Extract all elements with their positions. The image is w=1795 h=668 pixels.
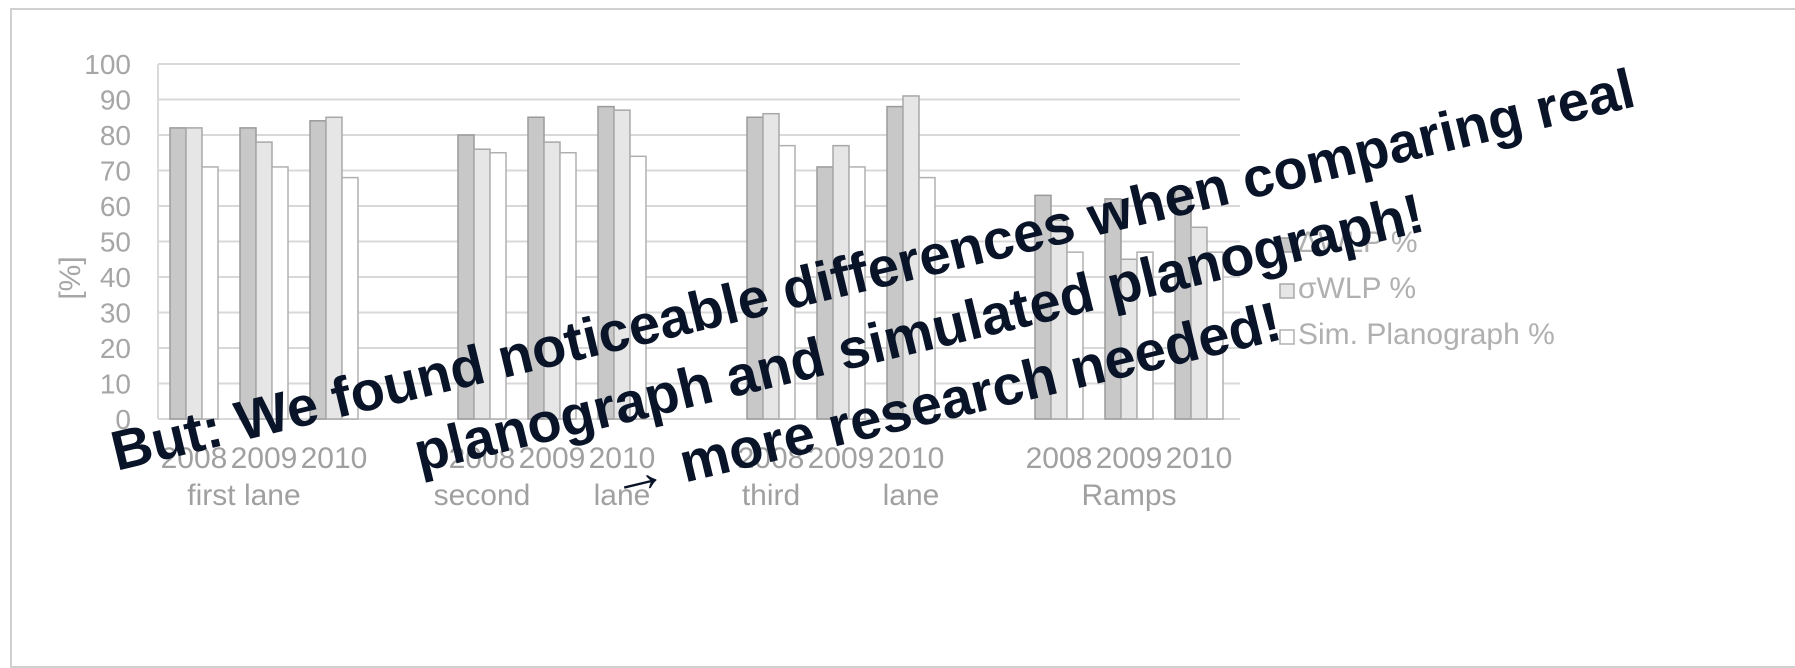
- y-tick-label: 0: [115, 404, 131, 435]
- x-tick-label: 2010: [1166, 442, 1233, 475]
- x-group-label: third: [742, 479, 800, 512]
- legend-label: ΔWLP %: [1298, 226, 1418, 259]
- bar: [341, 176, 359, 420]
- bar: [489, 152, 507, 420]
- x-tick-label: 2008: [161, 442, 228, 475]
- bar: [918, 176, 936, 420]
- x-group-label: lane: [594, 479, 651, 512]
- y-axis-ticks: 0 10 20 30 40 50 60 70 80 90 100: [84, 49, 131, 435]
- x-tick-label: 2009: [519, 442, 586, 475]
- bar: [597, 105, 615, 420]
- bar: [848, 166, 866, 420]
- bar: [1066, 251, 1084, 420]
- y-axis-label: [%]: [54, 256, 87, 299]
- bar: [1136, 251, 1154, 420]
- y-tick-label: 50: [100, 227, 131, 258]
- legend-swatch: [1279, 283, 1295, 299]
- x-tick-label: 2009: [231, 442, 298, 475]
- bars: [169, 95, 1224, 420]
- x-group-label: first lane: [187, 479, 300, 512]
- bar: [559, 152, 577, 420]
- y-tick-label: 10: [100, 369, 131, 400]
- x-tick-label: 2010: [589, 442, 656, 475]
- bar: [1206, 251, 1224, 420]
- bar: [169, 127, 187, 420]
- bar: [255, 141, 273, 420]
- bar: [201, 166, 219, 420]
- legend-label: σWLP %: [1298, 272, 1416, 305]
- x-tick-label: 2009: [1096, 442, 1163, 475]
- y-tick-label: 40: [100, 262, 131, 293]
- x-tick-label: 2008: [1026, 442, 1093, 475]
- bar: [271, 166, 289, 420]
- y-tick-label: 20: [100, 333, 131, 364]
- x-group-label: second: [434, 479, 531, 512]
- legend: ΔWLP % σWLP % Sim. Planograph %: [1279, 226, 1555, 351]
- bar: [185, 127, 203, 420]
- x-tick-label: 2010: [301, 442, 368, 475]
- x-tick-label: 2008: [449, 442, 516, 475]
- y-tick-label: 100: [84, 49, 131, 80]
- x-group-label: Ramps: [1081, 479, 1176, 512]
- bar: [778, 144, 796, 420]
- legend-swatch: [1279, 237, 1295, 253]
- y-tick-label: 70: [100, 156, 131, 187]
- y-tick-label: 60: [100, 191, 131, 222]
- bar: [629, 155, 647, 420]
- y-tick-label: 80: [100, 120, 131, 151]
- legend-label: Sim. Planograph %: [1298, 318, 1555, 351]
- x-tick-label: 2010: [878, 442, 945, 475]
- y-tick-label: 90: [100, 85, 131, 116]
- bar: [239, 127, 257, 420]
- x-axis-labels: 2008 2009 2010 2008 2009 2010 2008 2009 2010 2008…: [161, 442, 1233, 512]
- x-tick-label: 2009: [808, 442, 875, 475]
- legend-swatch: [1279, 329, 1295, 345]
- x-group-label: lane: [883, 479, 940, 512]
- y-tick-label: 30: [100, 298, 131, 329]
- x-tick-label: 2008: [738, 442, 805, 475]
